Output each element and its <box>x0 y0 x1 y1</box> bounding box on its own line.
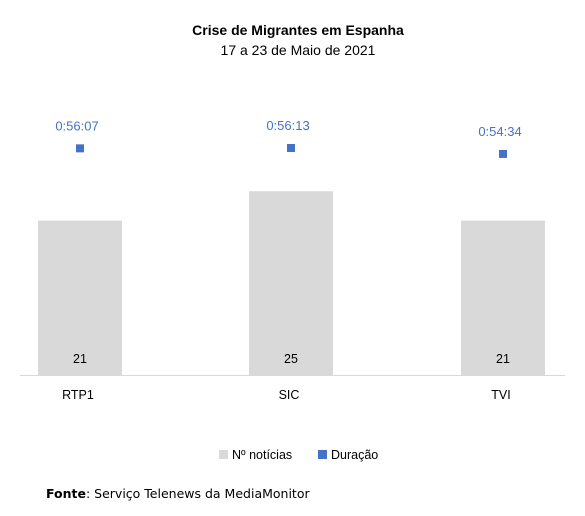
chart-title: Crise de Migrantes em Espanha <box>192 22 404 38</box>
source-label: Fonte <box>46 486 86 501</box>
source-text: Serviço Telenews da MediaMonitor <box>94 486 310 501</box>
category-label: SIC <box>279 388 300 402</box>
duration-value-label: 0:54:34 <box>478 124 521 139</box>
duration-marker-sic <box>287 144 295 152</box>
legend-label-duration: Duração <box>331 448 378 462</box>
bar-value-label: 25 <box>284 352 298 366</box>
category-label: RTP1 <box>62 388 94 402</box>
bar-rtp1 <box>38 220 122 375</box>
bar-value-label: 21 <box>496 352 510 366</box>
duration-value-label: 0:56:07 <box>55 118 98 133</box>
duration-marker-tvi <box>499 149 507 158</box>
duration-marker-rtp1 <box>76 144 84 153</box>
bar-tvi <box>461 220 545 375</box>
chart-subtitle: 17 a 23 de Maio de 2021 <box>221 42 376 58</box>
duration-value-label: 0:56:13 <box>266 118 309 133</box>
bar-sic <box>249 191 333 375</box>
legend-label-news: Nº notícias <box>232 448 292 462</box>
duration-markers-group: 0:56:07 0:56:13 0:54:34 <box>55 118 522 158</box>
source-note: Fonte: Serviço Telenews da MediaMonitor <box>46 486 310 501</box>
legend: Nº notícias Duração <box>219 448 378 462</box>
category-labels-group: RTP1 SIC TVI <box>62 388 511 402</box>
legend-swatch-news <box>219 450 228 459</box>
source-colon: : <box>85 486 95 501</box>
bar-value-label: 21 <box>73 352 87 366</box>
legend-swatch-duration <box>318 450 327 459</box>
bars-group: 21 25 21 <box>38 191 545 375</box>
category-label: TVI <box>491 388 510 402</box>
